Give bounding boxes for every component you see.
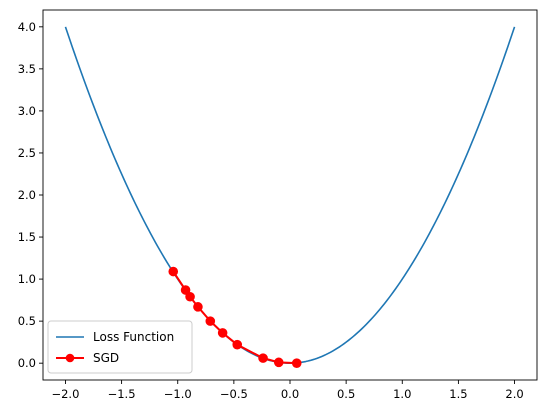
- x-tick-label: 1.0: [393, 387, 411, 401]
- y-tick-label: 1.0: [18, 272, 36, 286]
- x-tick-label: 0.5: [337, 387, 355, 401]
- sgd-point: [193, 302, 203, 312]
- sgd-point: [291, 358, 302, 368]
- sgd-point: [232, 339, 243, 350]
- y-tick-label: 0.5: [18, 314, 36, 328]
- x-tick-label: 2.0: [505, 387, 523, 401]
- x-tick-label: −0.5: [220, 387, 248, 401]
- axes-layer: −2.0 −1.5 −1.0 −0.5 0.0 0.5 1.0 1.5 2.0 0.0 0.5 1.0…: [18, 9, 538, 401]
- y-tick-label: 3.0: [18, 104, 36, 118]
- x-tick-label: 1.5: [449, 387, 467, 401]
- sgd-point: [205, 316, 216, 326]
- plot-layer: [64, 26, 516, 368]
- sgd-point: [258, 353, 268, 363]
- y-tick-label: 3.5: [18, 62, 36, 76]
- sgd-point: [273, 357, 284, 368]
- sgd-point: [180, 285, 191, 295]
- sgd-point: [185, 291, 195, 302]
- sgd-point: [168, 266, 179, 277]
- plot-area: [64, 26, 516, 368]
- y-tick-label: 2.5: [18, 146, 36, 160]
- legend-sgd-label: SGD: [93, 351, 119, 365]
- x-tick-label: −2.0: [51, 387, 79, 401]
- legend-box: [47, 320, 193, 374]
- x-tick-label: −1.5: [108, 387, 136, 401]
- y-tick-label: 1.5: [18, 230, 36, 244]
- y-tick-label: 0.0: [18, 356, 36, 370]
- legend: Loss Function SGD: [47, 320, 193, 374]
- legend-loss-function-label: Loss Function: [93, 330, 174, 344]
- y-tick-label: 4.0: [18, 20, 36, 34]
- x-tick-label: 0.0: [281, 387, 299, 401]
- sgd-point: [217, 328, 228, 338]
- y-tick-label: 2.0: [18, 188, 36, 202]
- x-tick-label: −1.0: [164, 387, 192, 401]
- legend-sgd-marker: [65, 353, 75, 363]
